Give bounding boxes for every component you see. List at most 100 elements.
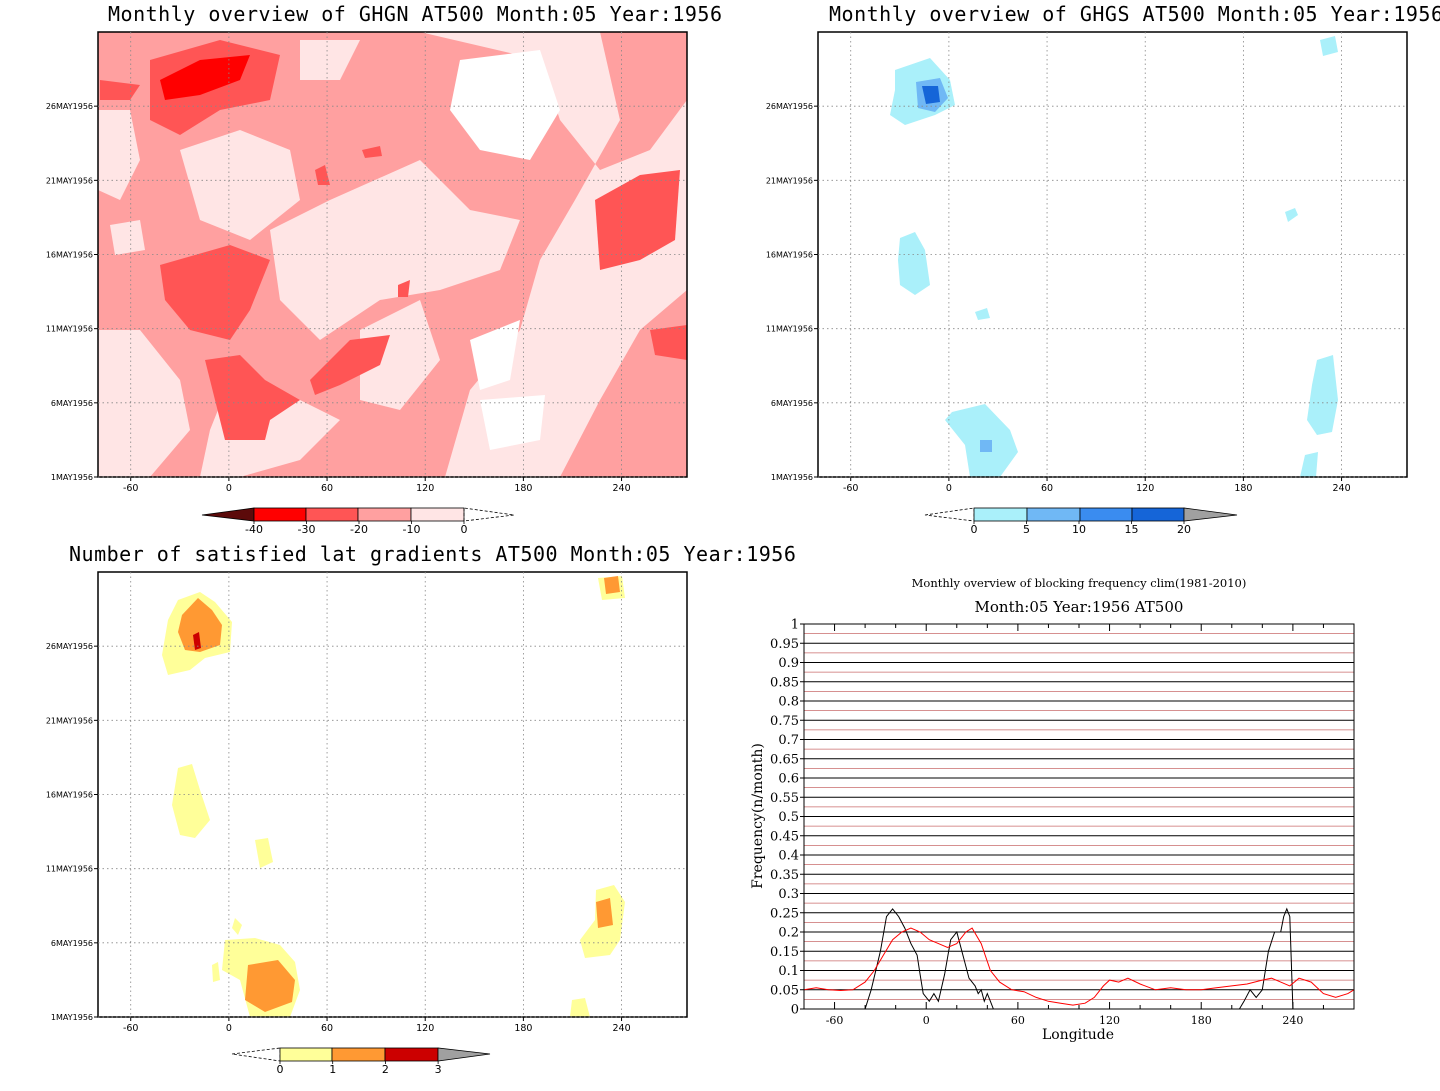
ghgs-panel: Monthly overview of GHGS AT500 Month:05 …: [720, 0, 1440, 545]
y-tick-label: 0.55: [770, 791, 799, 806]
colorbar-label: -40: [245, 523, 263, 536]
colorbar-swatch: [201, 507, 255, 522]
ghgn-panel: Monthly overview of GHGN AT500 Month:05 …: [0, 0, 723, 545]
x-tick-label: 0: [946, 483, 952, 494]
freq-panel: Monthly overview of blocking frequency c…: [720, 545, 1440, 1091]
colorbar-label: 1: [329, 1063, 336, 1076]
x-tick-label: 180: [1191, 1014, 1212, 1027]
y-tick-label: 26MAY1956: [46, 102, 93, 111]
y-tick-label: 16MAY1956: [46, 791, 93, 800]
y-tick-label: 0.5: [778, 810, 799, 825]
freq-ylabel: Frequency(n/month): [750, 743, 766, 889]
y-tick-label: 11MAY1956: [766, 325, 813, 334]
colorbar-swatch: [973, 507, 1028, 522]
colorbar-swatch: [924, 507, 975, 522]
x-tick-label: 60: [321, 483, 333, 494]
colorbar-swatch: [437, 1047, 491, 1062]
y-tick-label: 11MAY1956: [46, 865, 93, 874]
y-tick-label: 26MAY1956: [766, 102, 813, 111]
y-tick-label: 0.05: [770, 983, 799, 998]
y-tick-label: 21MAY1956: [766, 176, 813, 185]
ghgn-colorbar: [201, 507, 515, 522]
colorbar-swatch: [384, 1047, 439, 1062]
colorbar-label: 10: [1072, 523, 1086, 536]
red-series-line: [803, 927, 1355, 1006]
colorbar-label: 0: [461, 523, 468, 536]
ghgn-title: Monthly overview of GHGN AT500 Month:05 …: [108, 2, 723, 26]
colorbar-swatch: [357, 507, 412, 522]
colorbar-label: 2: [382, 1063, 389, 1076]
colorbar-label: 0: [277, 1063, 284, 1076]
colorbar-swatch: [1183, 507, 1238, 522]
y-tick-label: 16MAY1956: [46, 251, 93, 260]
colorbar-swatch: [1026, 507, 1081, 522]
y-tick-label: 16MAY1956: [766, 251, 813, 260]
x-tick-label: 0: [923, 1014, 930, 1027]
colorbar-swatch: [463, 507, 515, 522]
y-tick-label: 0.25: [770, 906, 799, 921]
y-tick-label: 6MAY1956: [771, 399, 813, 408]
x-tick-label: 120: [1099, 1014, 1120, 1027]
colorbar-swatch: [305, 507, 359, 522]
y-tick-label: 0.95: [770, 637, 799, 652]
y-tick-label: 0.45: [770, 829, 799, 844]
y-tick-label: 1MAY1956: [51, 1013, 93, 1022]
freq-title: Monthly overview of blocking frequency c…: [911, 576, 1247, 590]
y-tick-label: 11MAY1956: [46, 325, 93, 334]
y-tick-label: 0.35: [770, 868, 799, 883]
x-tick-label: 240: [612, 1023, 630, 1034]
colorbar-label: -20: [350, 523, 368, 536]
x-tick-label: 0: [226, 483, 232, 494]
y-tick-label: 0.7: [778, 733, 799, 748]
x-tick-label: 60: [1011, 1014, 1025, 1027]
y-tick-label: 6MAY1956: [51, 399, 93, 408]
x-tick-label: -60: [123, 483, 139, 494]
y-tick-label: 0.75: [770, 714, 799, 729]
x-tick-label: 60: [321, 1023, 333, 1034]
colorbar-swatch: [410, 507, 465, 522]
y-tick-label: 21MAY1956: [46, 716, 93, 725]
x-tick-label: 240: [1332, 483, 1350, 494]
colorbar-swatch: [1079, 507, 1133, 522]
y-tick-label: 0.8: [778, 695, 799, 710]
colorbar-label: -30: [298, 523, 316, 536]
x-tick-label: 60: [1041, 483, 1053, 494]
x-tick-label: 180: [514, 1023, 532, 1034]
colorbar-label: 5: [1023, 523, 1030, 536]
colorbar-label: 20: [1177, 523, 1191, 536]
x-tick-label: 0: [226, 1023, 232, 1034]
y-tick-label: 1MAY1956: [51, 473, 93, 482]
lat-colorbar: [231, 1047, 491, 1062]
lat-map: -60 0 60 120 180 2401MAY19566MAY195611MAY1956…: [46, 571, 688, 1076]
y-tick-label: 0.1: [778, 964, 799, 979]
x-tick-label: -60: [826, 1014, 844, 1027]
colorbar-swatch: [231, 1047, 281, 1062]
y-tick-label: 0.6: [778, 772, 799, 787]
y-tick-label: 6MAY1956: [51, 939, 93, 948]
lat-title: Number of satisfied lat gradients AT500 …: [69, 542, 797, 566]
y-tick-label: 0.2: [778, 926, 799, 941]
ghgn-map: -60 0 60 120 180 240 1MAY1956 6MAY1956 11MAY1956…: [46, 31, 688, 536]
colorbar-label: 15: [1125, 523, 1139, 536]
x-tick-label: 240: [1282, 1014, 1303, 1027]
lat-panel: Number of satisfied lat gradients AT500 …: [0, 540, 796, 1091]
y-tick-label: 0.85: [770, 675, 799, 690]
y-tick-label: 1MAY1956: [771, 473, 813, 482]
x-tick-label: 120: [416, 1023, 434, 1034]
colorbar-label: 3: [435, 1063, 442, 1076]
ghgs-colorbar: [924, 507, 1238, 522]
y-tick-label: 26MAY1956: [46, 642, 93, 651]
y-tick-label: 0.15: [770, 945, 799, 960]
colorbar-label: -10: [403, 523, 421, 536]
colorbar-swatch: [253, 507, 307, 522]
x-tick-label: 120: [416, 483, 434, 494]
ghgs-title: Monthly overview of GHGS AT500 Month:05 …: [829, 2, 1440, 26]
ghgs-map: -60 0 60 120 180 240 1MAY1956 6MAY1956 11MAY1956…: [766, 31, 1408, 536]
freq-xlabel: Longitude: [1042, 1027, 1114, 1043]
freq-chart: 0 0.05 0.1 0.15 0.2 0.25 0.3 0.35 0.4 0.45 0.5 0.55…: [750, 618, 1355, 1043]
colorbar-swatch: [331, 1047, 386, 1062]
black-series-line: [804, 907, 1354, 1010]
y-tick-label: 0: [791, 1003, 799, 1018]
y-tick-label: 0.65: [770, 752, 799, 767]
y-tick-label: 0.4: [778, 849, 799, 864]
